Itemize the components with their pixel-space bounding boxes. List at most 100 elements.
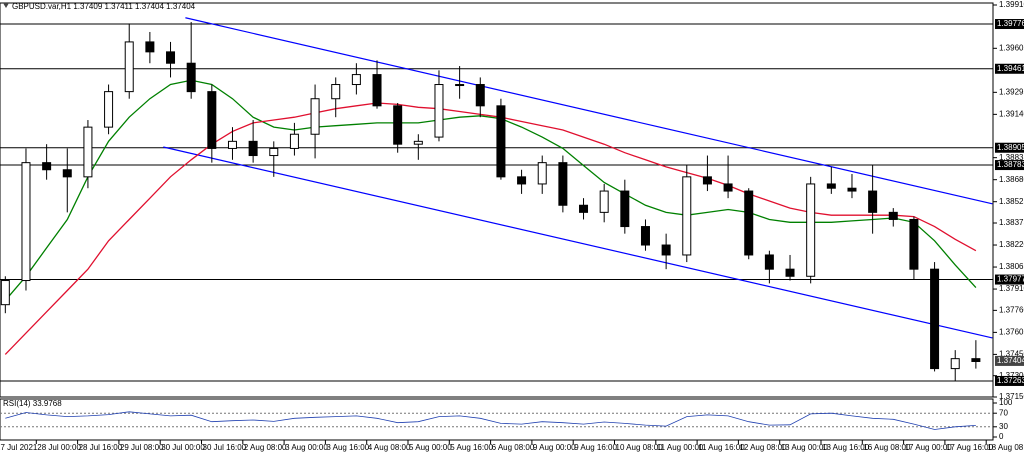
y-tick-label: 1.38220 xyxy=(999,240,1024,249)
title-icon xyxy=(3,3,9,8)
candle-body xyxy=(331,84,341,100)
x-tick-label: 3 Aug 16:00 xyxy=(326,443,369,452)
candle-body xyxy=(351,74,361,86)
y-tick-label: 1.37605 xyxy=(999,327,1024,336)
candle-body xyxy=(702,176,712,185)
level-label-bg xyxy=(995,160,1024,171)
candle-body xyxy=(620,190,630,228)
candle-body xyxy=(723,183,733,192)
candle-body xyxy=(21,162,31,282)
x-tick-label: 17 Aug 00:00 xyxy=(905,443,953,452)
level-label-bg xyxy=(995,375,1024,386)
candle-body xyxy=(42,162,52,171)
rsi-tick-label: 70 xyxy=(999,408,1008,417)
plot-area xyxy=(0,17,993,382)
candle-body xyxy=(744,190,754,256)
x-tick-label: 30 Jul 00:00 xyxy=(161,443,205,452)
level-label-bg xyxy=(995,19,1024,30)
rsi-title: RSI(14) 33.9768 xyxy=(3,399,62,408)
x-tick-label: 18 Aug 08:00 xyxy=(987,443,1024,452)
candle-body xyxy=(434,84,444,138)
x-tick-label: 6 Aug 08:00 xyxy=(492,443,535,452)
candle-body xyxy=(227,140,237,149)
rsi-area xyxy=(0,411,993,430)
candle-body xyxy=(186,62,196,93)
y-tick-label: 1.39910 xyxy=(999,0,1024,9)
x-tick-label: 27 Jul 2021 xyxy=(0,443,38,452)
moving-average xyxy=(4,79,977,301)
candle-body xyxy=(104,91,114,128)
x-tick-label: 17 Aug 16:00 xyxy=(946,443,994,452)
candle-body xyxy=(248,140,258,157)
candle-body xyxy=(661,244,671,256)
plot-frame xyxy=(0,2,994,398)
y-tick-label: 1.37760 xyxy=(999,305,1024,314)
x-tick-label: 5 Aug 16:00 xyxy=(450,443,493,452)
rsi-line xyxy=(5,411,976,430)
level-label: 1.39776 xyxy=(997,19,1024,28)
y-tick-label: 1.37150 xyxy=(999,392,1024,401)
x-tick-label: 13 Aug 00:00 xyxy=(781,443,829,452)
candle-body xyxy=(310,98,320,135)
level-label: 1.37263 xyxy=(997,376,1024,385)
y-tick-label: 1.38680 xyxy=(999,175,1024,184)
candle-body xyxy=(124,41,134,93)
candle-body xyxy=(289,133,299,149)
candle-body xyxy=(640,226,650,246)
x-tick-label: 30 Jul 16:00 xyxy=(203,443,247,452)
rsi-tick-label: 100 xyxy=(999,398,1013,407)
level-label-bg xyxy=(995,63,1024,74)
candle-body xyxy=(806,183,816,277)
trend-line xyxy=(163,146,993,339)
candle-body xyxy=(62,169,72,178)
moving-average xyxy=(4,102,977,355)
candle-body xyxy=(971,358,981,362)
candle-body xyxy=(496,105,506,178)
candle-body xyxy=(764,254,774,270)
x-tick-label: 16 Aug 08:00 xyxy=(863,443,911,452)
rsi-tick-label: 0 xyxy=(999,432,1004,441)
y-tick-label: 1.38525 xyxy=(999,197,1024,206)
candle-body xyxy=(83,126,93,178)
x-tick-label: 5 Aug 00:00 xyxy=(409,443,452,452)
x-tick-label: 3 Aug 00:00 xyxy=(285,443,328,452)
candle-body xyxy=(579,204,589,213)
candle-body xyxy=(558,162,568,206)
candle-body xyxy=(537,162,547,185)
trend-line xyxy=(185,17,993,205)
candle-body xyxy=(888,211,898,220)
level-label: 1.38783 xyxy=(997,160,1024,169)
y-tick-label: 1.37910 xyxy=(999,284,1024,293)
level-label: 1.38905 xyxy=(997,143,1024,152)
y-tick-label: 1.37450 xyxy=(999,349,1024,358)
x-tick-label: 9 Aug 00:00 xyxy=(533,443,576,452)
candle-body xyxy=(847,187,857,192)
candle-body xyxy=(207,91,217,149)
candle-body xyxy=(517,176,527,185)
candle-body xyxy=(166,51,176,64)
x-tick-label: 12 Aug 08:00 xyxy=(739,443,787,452)
x-tick-label: 10 Aug 08:00 xyxy=(616,443,664,452)
level-label-bg xyxy=(995,142,1024,153)
y-tick-label: 1.38835 xyxy=(999,153,1024,162)
x-tick-label: 2 Aug 08:00 xyxy=(244,443,287,452)
y-tick-label: 1.38375 xyxy=(999,218,1024,227)
candle-body xyxy=(145,41,155,53)
x-tick-label: 4 Aug 08:00 xyxy=(368,443,411,452)
x-tick-label: 29 Jul 08:00 xyxy=(120,443,164,452)
candle-body xyxy=(826,183,836,189)
candle-body xyxy=(868,190,878,213)
y-tick-label: 1.39605 xyxy=(999,43,1024,52)
level-label: 1.37977 xyxy=(997,275,1024,284)
x-tick-label: 28 Jul 00:00 xyxy=(37,443,81,452)
y-tick-label: 1.39295 xyxy=(999,87,1024,96)
candle-body xyxy=(950,358,960,370)
x-tick-label: 11 Aug 16:00 xyxy=(698,443,745,452)
candle-body xyxy=(475,84,485,107)
x-tick-label: 13 Aug 16:00 xyxy=(822,443,870,452)
y-tick-label: 1.39140 xyxy=(999,109,1024,118)
price-label-bg xyxy=(995,355,1024,366)
x-tick-label: 11 Aug 00:00 xyxy=(657,443,704,452)
